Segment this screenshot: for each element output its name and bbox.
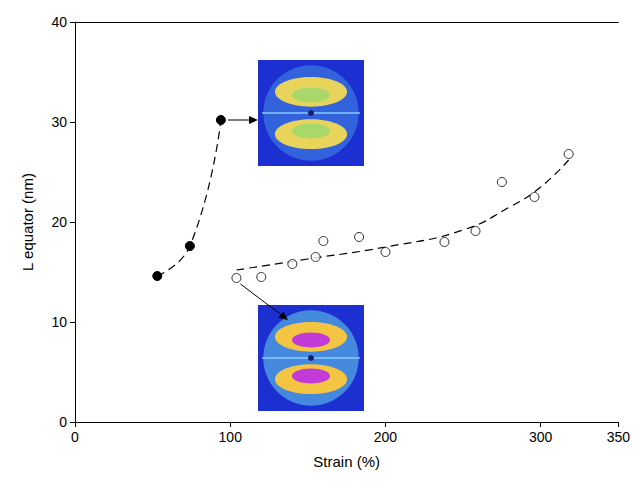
svg-text:0: 0 (59, 414, 67, 430)
svg-text:300: 300 (529, 429, 553, 445)
svg-text:20: 20 (51, 214, 67, 230)
svg-text:L equator (nm): L equator (nm) (19, 173, 36, 271)
svg-text:100: 100 (219, 429, 243, 445)
svg-text:40: 40 (51, 14, 67, 30)
svg-text:10: 10 (51, 314, 67, 330)
svg-text:0: 0 (71, 429, 79, 445)
svg-text:30: 30 (51, 114, 67, 130)
svg-text:Strain (%): Strain (%) (313, 453, 380, 470)
svg-text:350: 350 (607, 429, 631, 445)
svg-text:200: 200 (374, 429, 398, 445)
